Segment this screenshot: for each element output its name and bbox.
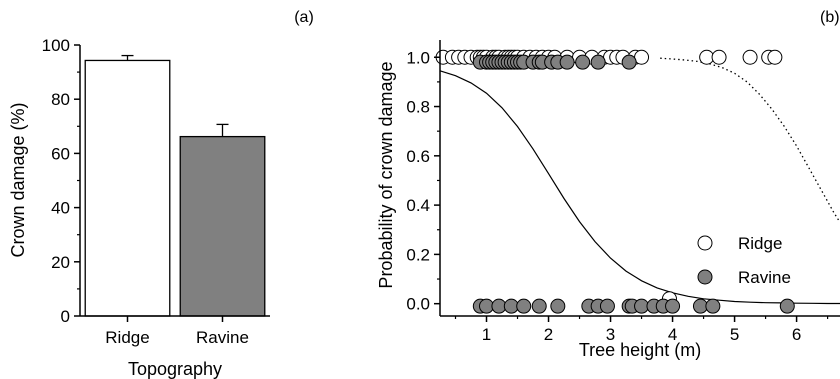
panel-a-y-tick-label: 60 — [51, 144, 70, 163]
panel-b-x-tick-label: 1 — [482, 325, 491, 344]
panel-b-y-tick-label: 0.0 — [406, 295, 430, 314]
panel-b-x-tick-label: 5 — [730, 325, 739, 344]
panel-a-y-axis-title: Crown damage (%) — [8, 102, 28, 257]
panel-b-point-ravine — [665, 298, 681, 314]
panel-b-points — [435, 49, 795, 314]
panel-b-x-tick-label: 3 — [606, 325, 615, 344]
panel-b-point-ravine — [705, 298, 721, 314]
panel-b-y-axis-title: Probability of crown damage — [376, 61, 396, 288]
panel-b-point-ravine — [590, 54, 606, 70]
panel-b-point-ravine — [550, 298, 566, 314]
panel-b-legend: Ridge Ravine — [697, 234, 791, 287]
panel-b-x-ticks: 1 2 3 4 5 6 — [454, 316, 829, 344]
panel-b-point-ravine — [479, 298, 495, 314]
panel-b-point-ravine — [692, 298, 708, 314]
panel-a-y-tick-label: 40 — [51, 199, 70, 218]
panel-b-point-ravine — [503, 298, 519, 314]
panel-a-y-tick-label: 80 — [51, 90, 70, 109]
panel-b-point-ravine — [599, 298, 615, 314]
panel-b-point-ravine — [621, 54, 637, 70]
panel-b-legend-label-ridge: Ridge — [738, 234, 782, 253]
panel-b-point-ridge — [742, 49, 758, 65]
panel-a-x-tick-label: Ridge — [105, 328, 149, 347]
panel-b-y-tick-label: 0.4 — [406, 196, 430, 215]
panel-b-point-ravine — [516, 298, 532, 314]
panel-b-y-tick-label: 1.0 — [406, 48, 430, 67]
panel-b-fit-curve-ravine — [439, 70, 840, 305]
panel-a-marks — [84, 54, 266, 317]
panel-b-fit-curve-ridge — [660, 57, 840, 223]
panel-a-bar — [84, 59, 171, 317]
panel-b-point-ridge — [711, 49, 727, 65]
panel-b-label: (b) — [820, 9, 840, 26]
panel-a-y-tick-label: 0 — [61, 307, 70, 326]
panel-b-scatter-chart: 0.0 0.2 0.4 0.6 0.8 1.0 1 2 3 4 5 6 Ridge Ravine Tr… — [376, 9, 840, 360]
panel-b-legend-marker-ridge — [697, 235, 713, 251]
panel-b-point-ravine — [491, 298, 507, 314]
panel-b-y-tick-label: 0.8 — [406, 98, 430, 117]
panel-a-label: (a) — [294, 9, 314, 26]
panel-a-y-ticks: 0 20 40 60 80 100 — [42, 36, 80, 326]
panel-b-y-tick-label: 0.2 — [406, 245, 430, 264]
panel-b-legend-marker-ravine — [697, 269, 713, 285]
panel-b-point-ridge — [699, 49, 715, 65]
panel-b-y-tick-label: 0.6 — [406, 147, 430, 166]
panel-b-point-ravine — [559, 54, 575, 70]
panel-b-legend-label-ravine: Ravine — [738, 268, 791, 287]
panel-b-point-ravine — [575, 54, 591, 70]
panel-b-x-tick-label: 6 — [792, 325, 801, 344]
panel-b-point-ravine — [779, 298, 795, 314]
panel-b-x-tick-label: 2 — [544, 325, 553, 344]
panel-b-y-ticks: 0.0 0.2 0.4 0.6 0.8 1.0 — [406, 48, 440, 314]
panel-a-y-tick-label: 20 — [51, 253, 70, 272]
panel-b-point-ridge — [634, 49, 650, 65]
panel-b-fit-curves — [439, 57, 840, 305]
panel-b-x-tick-label: 4 — [668, 325, 677, 344]
panel-a-x-axis-title: Topography — [128, 359, 222, 379]
panel-b-point-ridge — [767, 49, 783, 65]
panel-a-bar-chart: 0 20 40 60 80 100 Ridge Ravine Topography Crow… — [8, 9, 314, 379]
panel-b-point-ravine — [634, 298, 650, 314]
panel-a-bar — [179, 135, 266, 317]
panel-b-point-ravine — [531, 298, 547, 314]
panel-a-x-tick-label: Ravine — [196, 328, 249, 347]
panel-b-x-axis-title: Tree height (m) — [579, 340, 701, 360]
panel-a-y-tick-label: 100 — [42, 36, 70, 55]
panel-a-x-ticks: Ridge Ravine — [105, 316, 249, 347]
